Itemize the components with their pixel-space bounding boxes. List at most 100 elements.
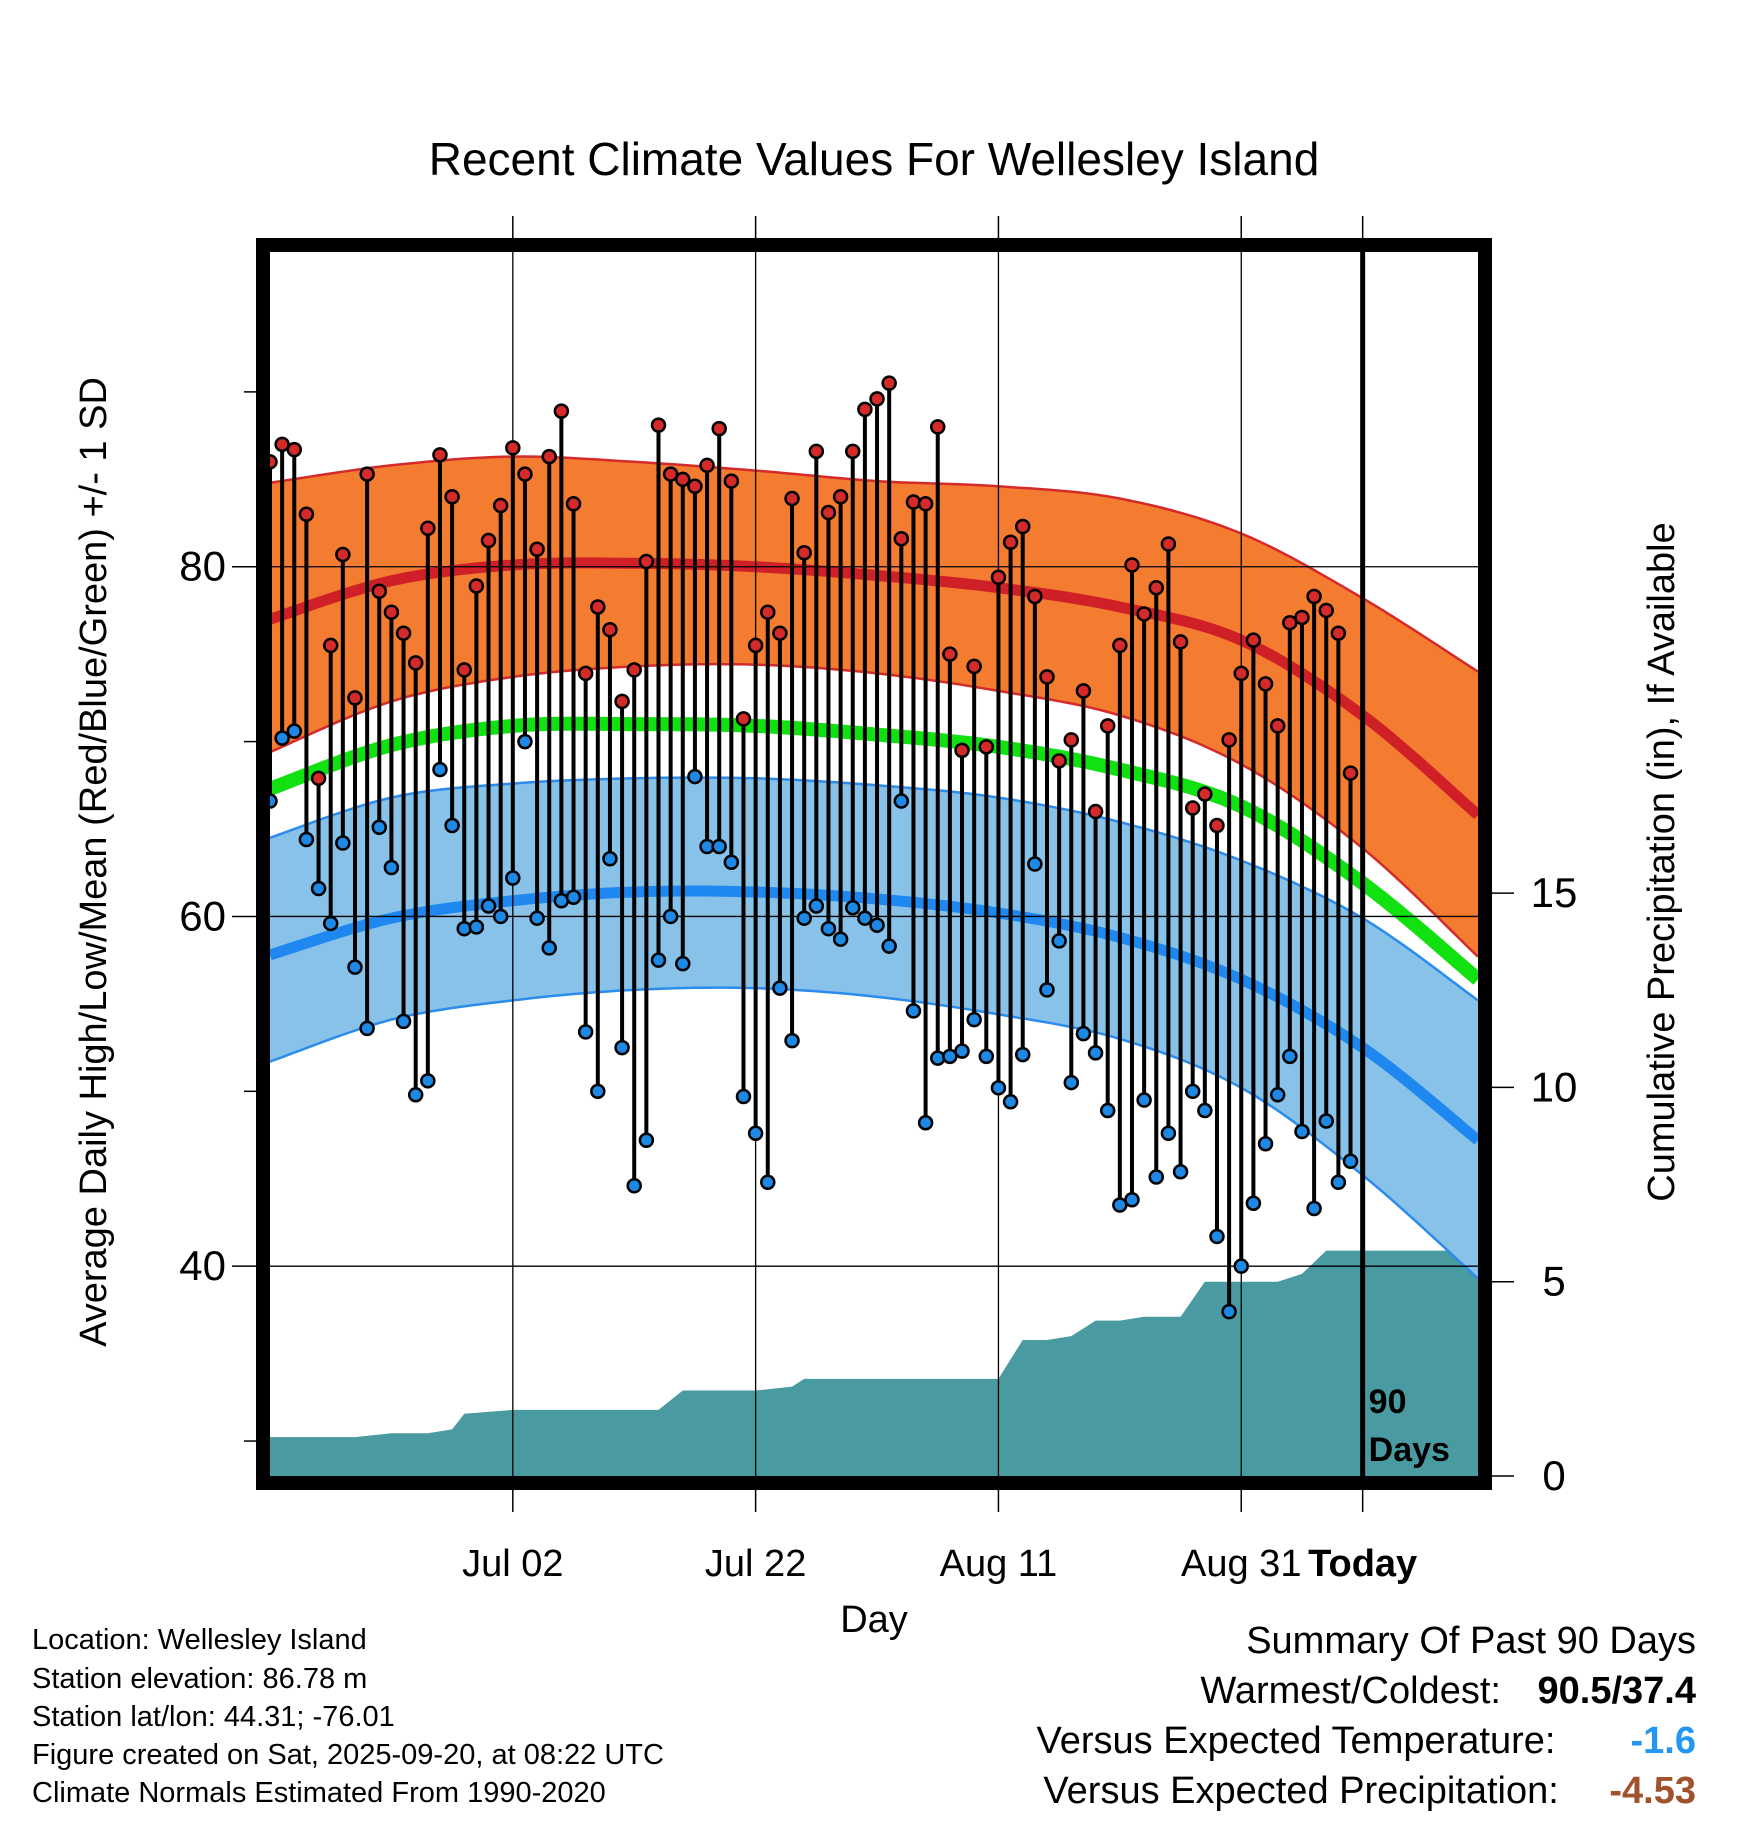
daily-low-point — [1269, 1087, 1286, 1103]
daily-low-point — [347, 959, 363, 975]
daily-low-point — [662, 908, 679, 925]
daily-low-point — [966, 1011, 982, 1028]
daily-low-point — [420, 1073, 436, 1089]
temp-anomaly-label: Versus Expected Temperature: — [1036, 1720, 1556, 1762]
daily-high-point — [723, 473, 740, 489]
daily-low-point — [760, 1174, 776, 1190]
daily-high-point — [626, 662, 642, 678]
daily-high-point — [1197, 786, 1213, 802]
daily-low-point — [383, 859, 400, 876]
daily-high-point — [747, 637, 764, 654]
daily-low-point — [1124, 1191, 1140, 1208]
daily-low-point — [541, 940, 557, 956]
daily-high-point — [1014, 518, 1031, 535]
daily-high-point — [1148, 579, 1165, 596]
daily-high-point — [881, 375, 897, 391]
daily-high-point — [1002, 534, 1019, 551]
daily-high-point — [820, 504, 837, 521]
daily-high-point — [1027, 588, 1043, 605]
daily-low-point — [298, 831, 315, 848]
daily-low-point — [1257, 1136, 1274, 1152]
daily-low-point — [747, 1125, 764, 1142]
daily-low-point — [1160, 1125, 1177, 1142]
y-tick-label-right: 15 — [1531, 869, 1578, 916]
daily-high-point — [1160, 536, 1177, 552]
daily-high-point — [893, 531, 910, 547]
y-tick-label-left: 40 — [179, 1242, 226, 1289]
daily-high-point — [1124, 557, 1140, 573]
daily-high-point — [675, 471, 691, 488]
daily-high-point — [1330, 625, 1347, 641]
daily-high-point — [1136, 606, 1152, 622]
daily-high-point — [784, 490, 800, 507]
daily-low-point — [407, 1087, 424, 1103]
daily-low-point — [322, 915, 339, 932]
daily-high-point — [492, 497, 509, 514]
daily-low-point — [310, 880, 327, 897]
daily-high-point — [978, 739, 995, 755]
daily-high-point — [1233, 665, 1250, 682]
temp-anomaly-value: -1.6 — [1630, 1720, 1696, 1762]
axes: Jul 02 Jul 22 Aug 11 Aug 31 Today 40 60 80 0 5 10 1… — [179, 216, 1577, 1585]
daily-high-point — [966, 658, 982, 675]
daily-low-point — [917, 1115, 934, 1131]
plot-frame — [256, 238, 1492, 1490]
daily-low-point — [808, 898, 825, 914]
daily-high-point — [1209, 817, 1225, 834]
daily-low-point — [796, 910, 812, 926]
daily-high-point — [602, 621, 618, 638]
daily-high-point — [954, 742, 970, 759]
y-tick-label-right: 0 — [1542, 1452, 1565, 1499]
daily-low-point — [978, 1048, 995, 1065]
elevation-line: Station elevation: 86.78 m — [32, 1663, 368, 1695]
daily-low-point — [784, 1032, 800, 1049]
warmest-coldest-label: Warmest/Coldest: — [1200, 1670, 1501, 1712]
y-tick-label-left: 80 — [179, 543, 226, 590]
daily-high-point — [711, 420, 727, 437]
daily-low-point — [517, 733, 533, 750]
x-tick-label: Today — [1308, 1543, 1417, 1585]
daily-high-point — [1063, 732, 1080, 748]
daily-high-point — [444, 489, 460, 505]
daily-low-point — [905, 1003, 922, 1019]
daily-high-point — [614, 693, 630, 710]
daily-high-point — [505, 440, 521, 456]
daily-low-point — [820, 920, 837, 937]
daily-low-point — [1342, 1153, 1359, 1170]
normal-low-band-fill — [270, 777, 1478, 1279]
daily-low-point — [602, 851, 618, 867]
daily-low-point — [480, 898, 497, 914]
daily-low-point — [590, 1083, 606, 1100]
chart-title: Recent Climate Values For Wellesley Isla… — [429, 133, 1320, 185]
daily-low-point — [1245, 1195, 1262, 1211]
y-axis-label-left: Average Daily High/Low/Mean (Red/Blue/Gr… — [73, 377, 115, 1347]
created-line: Figure created on Sat, 2025-09-20, at 08… — [32, 1739, 664, 1771]
daily-low-point — [1294, 1123, 1310, 1140]
daily-high-point — [1269, 718, 1286, 734]
daily-high-point — [298, 506, 315, 523]
daily-high-point — [371, 583, 388, 599]
daily-low-point — [1075, 1025, 1092, 1042]
latlon-line: Station lat/lon: 44.31; -76.01 — [32, 1701, 395, 1733]
daily-high-point — [808, 443, 825, 460]
daily-high-point — [687, 478, 703, 495]
daily-high-point — [929, 419, 946, 435]
daily-high-point — [1099, 718, 1116, 734]
daily-low-point — [638, 1132, 655, 1149]
daily-high-point — [905, 494, 922, 510]
daily-low-point — [857, 910, 873, 926]
daily-high-point — [772, 625, 788, 641]
daily-high-point — [480, 532, 497, 549]
y-axis-label-right: Cumulative Precipitation (in), If Availa… — [1641, 522, 1683, 1201]
daily-high-point — [735, 711, 752, 727]
daily-high-point — [359, 466, 375, 482]
daily-high-point — [1257, 676, 1274, 692]
today-annotation-days: Days — [1369, 1431, 1450, 1469]
daily-high-point — [650, 417, 667, 433]
daily-low-point — [1184, 1083, 1201, 1100]
warmest-coldest-value: 90.5/37.4 — [1537, 1670, 1696, 1712]
daily-low-point — [395, 1013, 412, 1030]
daily-low-point — [1136, 1092, 1152, 1108]
daily-high-point — [1051, 753, 1067, 769]
y-tick-label-right: 5 — [1542, 1258, 1565, 1305]
